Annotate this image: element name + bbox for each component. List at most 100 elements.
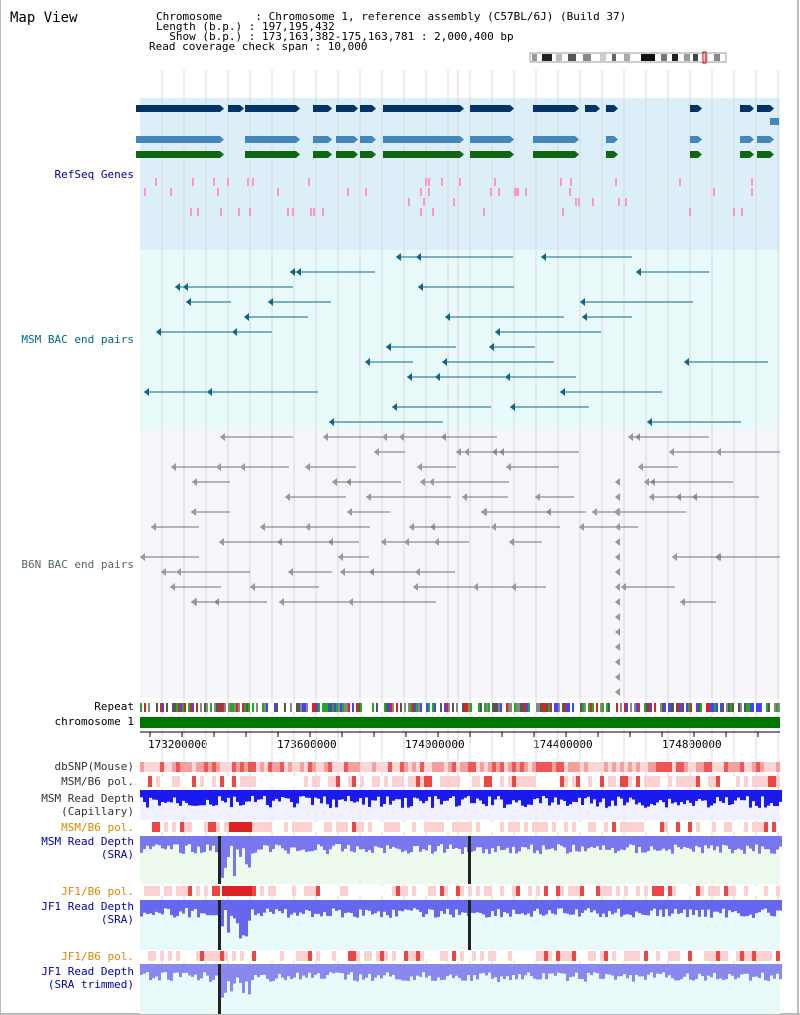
- pol-heat: [660, 886, 664, 896]
- pol-heat: [512, 951, 516, 961]
- repeat-mark: [278, 703, 280, 712]
- pol-heat: [400, 822, 404, 832]
- jf1-trim-depth: [635, 964, 638, 975]
- repeat-mark: [350, 703, 352, 712]
- bac-end: [435, 373, 440, 381]
- capillary-depth: [176, 790, 179, 804]
- pol-heat: [548, 822, 552, 832]
- pol-heat: [772, 886, 776, 896]
- jf1-trim-depth: [293, 964, 296, 978]
- msm-sra-depth: [320, 836, 323, 847]
- msm-bac-label[interactable]: MSM BAC end pairs: [21, 333, 134, 346]
- msm-sra-depth: [548, 836, 551, 850]
- capillary-depth: [170, 790, 173, 803]
- jf1-trim-depth: [746, 964, 749, 974]
- pol-heat: [664, 822, 668, 832]
- pol-heat: [424, 822, 428, 832]
- repeat-mark: [638, 703, 640, 712]
- msm-sra-depth: [206, 836, 209, 845]
- msm-sra-depth: [281, 836, 284, 849]
- jf1-trim-depth: [659, 964, 662, 974]
- bac-end: [615, 628, 620, 636]
- pol-heat: [216, 822, 220, 832]
- pol-heat: [328, 951, 332, 961]
- msm-sra-depth: [503, 836, 506, 850]
- chromosome-ideogram[interactable]: [528, 51, 730, 65]
- capillary-depth: [716, 790, 719, 798]
- capillary-depth: [767, 790, 770, 806]
- pol-heat: [520, 951, 524, 961]
- pol-heat: [680, 822, 684, 832]
- jf1-sra-depth: [272, 900, 275, 914]
- jf1-trim-depth: [761, 964, 764, 973]
- jf1-trim-depth: [395, 964, 398, 980]
- msm-sra-depth: [494, 836, 497, 853]
- gene-feature: [690, 136, 698, 143]
- pol-heat: [368, 776, 372, 787]
- msm-sra-depth: [677, 836, 680, 848]
- repeat-mark: [774, 703, 776, 712]
- pol-heat: [360, 951, 364, 961]
- pol-heat: [288, 951, 292, 961]
- dbsnp-heat: [156, 762, 160, 772]
- pol-heat: [140, 951, 144, 961]
- jf1-trim-depth: [611, 964, 614, 976]
- pol-heat: [676, 951, 680, 961]
- pol-heat: [520, 886, 524, 896]
- msm-sra-depth: [326, 836, 329, 854]
- capillary-depth: [728, 790, 731, 805]
- dbsnp-heat: [532, 762, 536, 772]
- bac-end: [285, 493, 290, 501]
- jf1-trim-depth: [179, 964, 182, 978]
- jf1-trim-depth: [299, 964, 302, 980]
- jf1-sra-depth: [395, 900, 398, 917]
- msm-sra-depth: [632, 836, 635, 846]
- jf1-trim-depth: [215, 964, 218, 976]
- pol-heat: [392, 886, 396, 896]
- msm-sra-depth: [656, 836, 659, 851]
- dbsnp-heat: [752, 762, 756, 772]
- pol-heat: [500, 886, 504, 896]
- repeat-mark: [364, 703, 366, 712]
- pol-heat: [688, 951, 692, 961]
- repeat-mark: [252, 703, 254, 712]
- b6n-bac-label[interactable]: B6N BAC end pairs: [21, 558, 134, 571]
- pol-heat: [616, 822, 620, 832]
- msm-sra-depth: [176, 836, 179, 845]
- msm-sra-depth: [563, 836, 566, 848]
- pol-heat: [564, 822, 568, 832]
- capillary-depth: [464, 790, 467, 798]
- jf1-trim-depth: [503, 964, 506, 980]
- bac-end: [399, 433, 404, 441]
- repeat-mark: [764, 703, 766, 712]
- jf1-trim-depth: [518, 964, 521, 975]
- dbsnp-heat: [348, 762, 352, 772]
- repeat-mark: [740, 703, 742, 712]
- refseq-mark: [213, 178, 215, 186]
- repeat-mark: [738, 703, 740, 712]
- pol-heat: [700, 951, 704, 961]
- repeat-mark: [484, 703, 486, 712]
- refseq-genes-label[interactable]: RefSeq Genes: [54, 168, 134, 181]
- pol-heat: [460, 951, 464, 961]
- repeat-mark: [682, 703, 684, 712]
- pol-heat: [640, 951, 644, 961]
- pol-heat: [264, 822, 268, 832]
- capillary-depth: [620, 790, 623, 799]
- repeat-mark: [360, 703, 362, 712]
- msm-sra-depth: [551, 836, 554, 849]
- pol-heat: [632, 822, 636, 832]
- refseq-mark: [420, 208, 422, 216]
- pol-heat: [632, 886, 636, 896]
- pol-heat: [536, 951, 540, 961]
- pol-heat: [476, 951, 480, 961]
- bac-end: [374, 448, 379, 456]
- repeat-mark: [282, 703, 284, 712]
- jf1-trim-depth: [485, 964, 488, 976]
- pol-heat: [556, 951, 560, 961]
- capillary-depth: [563, 790, 566, 801]
- capillary-depth: [482, 790, 485, 805]
- pol-heat: [608, 951, 612, 961]
- msm-sra-depth: [521, 836, 524, 847]
